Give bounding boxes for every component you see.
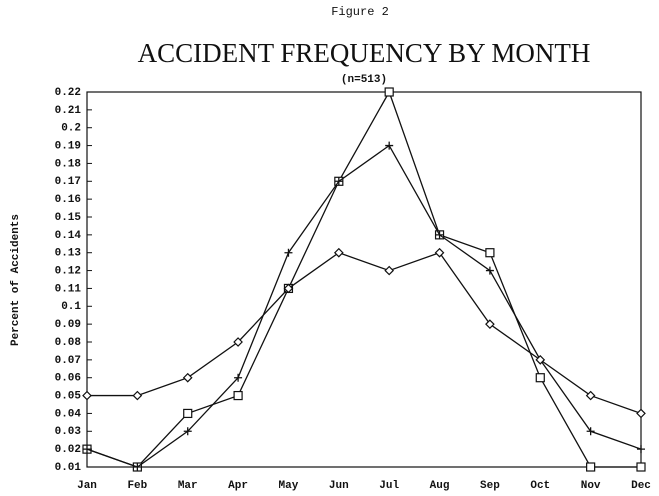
y-tick-label: 0.12 (55, 265, 81, 277)
marker-square (485, 248, 495, 258)
marker-diamond (233, 337, 243, 347)
marker-diamond (585, 390, 596, 401)
series-line (86, 144, 642, 468)
x-tick-label: Nov (581, 480, 601, 492)
y-tick-label: 0.03 (55, 426, 82, 438)
marker-diamond (535, 355, 546, 365)
y-tick-label: 0.17 (55, 176, 81, 188)
y-tick-label: 0.13 (55, 248, 82, 260)
y-tick-label: 0.07 (55, 355, 81, 367)
marker-square (636, 462, 646, 472)
x-tick-label: Feb (127, 480, 147, 492)
figure-label: Figure 2 (331, 5, 389, 19)
marker-square (384, 87, 394, 97)
marker-plus (284, 248, 293, 257)
series-line (87, 251, 642, 415)
x-tick-label: May (279, 480, 299, 492)
marker-diamond (485, 319, 495, 329)
x-tick-label: Dec (631, 480, 651, 492)
marker-plus (385, 141, 394, 150)
y-tick-label: 0.19 (55, 140, 81, 152)
marker-diamond (384, 265, 395, 276)
x-tick-label: Jan (77, 480, 97, 492)
y-tick-label: 0.18 (55, 158, 82, 170)
marker-square (586, 462, 596, 472)
marker-plus (234, 373, 243, 382)
marker-plus (435, 230, 444, 239)
marker-square (233, 390, 243, 401)
marker-plus (133, 463, 142, 471)
y-axis-label: Percent of Accidents (10, 214, 22, 346)
x-tick-label: Mar (178, 480, 198, 492)
plot-frame (86, 91, 642, 468)
y-tick-label: 0.22 (55, 87, 81, 99)
y-tick-label: 0.15 (55, 212, 82, 224)
marker-diamond (182, 372, 193, 383)
marker-plus (183, 427, 192, 436)
marker-square (183, 408, 193, 419)
marker-diamond (82, 390, 92, 401)
y-tick-label: 0.02 (55, 444, 81, 456)
chart-subtitle: (n=513) (341, 74, 387, 86)
marker-diamond (636, 408, 646, 419)
x-tick-label: Oct (530, 480, 550, 492)
marker-plus (637, 445, 645, 454)
y-tick-label: 0.09 (55, 319, 81, 331)
marker-plus (586, 427, 595, 436)
y-tick-label: 0.1 (61, 301, 81, 313)
y-tick-label: 0.11 (55, 283, 82, 295)
series-line (86, 90, 641, 468)
y-tick-label: 0.06 (55, 373, 81, 385)
x-tick-label: Jul (379, 480, 399, 492)
x-tick-label: Sep (480, 480, 500, 492)
y-tick-label: 0.01 (55, 462, 82, 474)
y-tick-label: 0.05 (55, 390, 82, 402)
y-tick-label: 0.21 (55, 105, 82, 117)
marker-diamond (132, 390, 143, 401)
y-tick-label: 0.04 (55, 408, 82, 420)
y-tick-label: 0.08 (55, 337, 82, 349)
y-tick-label: 0.2 (61, 123, 81, 135)
marker-diamond (333, 247, 344, 258)
x-tick-label: Jun (329, 480, 349, 492)
x-tick-label: Apr (228, 480, 248, 492)
marker-diamond (283, 283, 294, 294)
marker-plus (83, 445, 91, 454)
y-tick-label: 0.14 (55, 230, 82, 242)
marker-plus (334, 177, 343, 186)
chart-title: ACCIDENT FREQUENCY BY MONTH (138, 38, 591, 68)
y-tick-label: 0.16 (55, 194, 81, 206)
marker-plus (485, 266, 494, 275)
x-tick-label: Aug (430, 480, 450, 492)
marker-diamond (434, 247, 445, 258)
marker-square (535, 373, 545, 383)
